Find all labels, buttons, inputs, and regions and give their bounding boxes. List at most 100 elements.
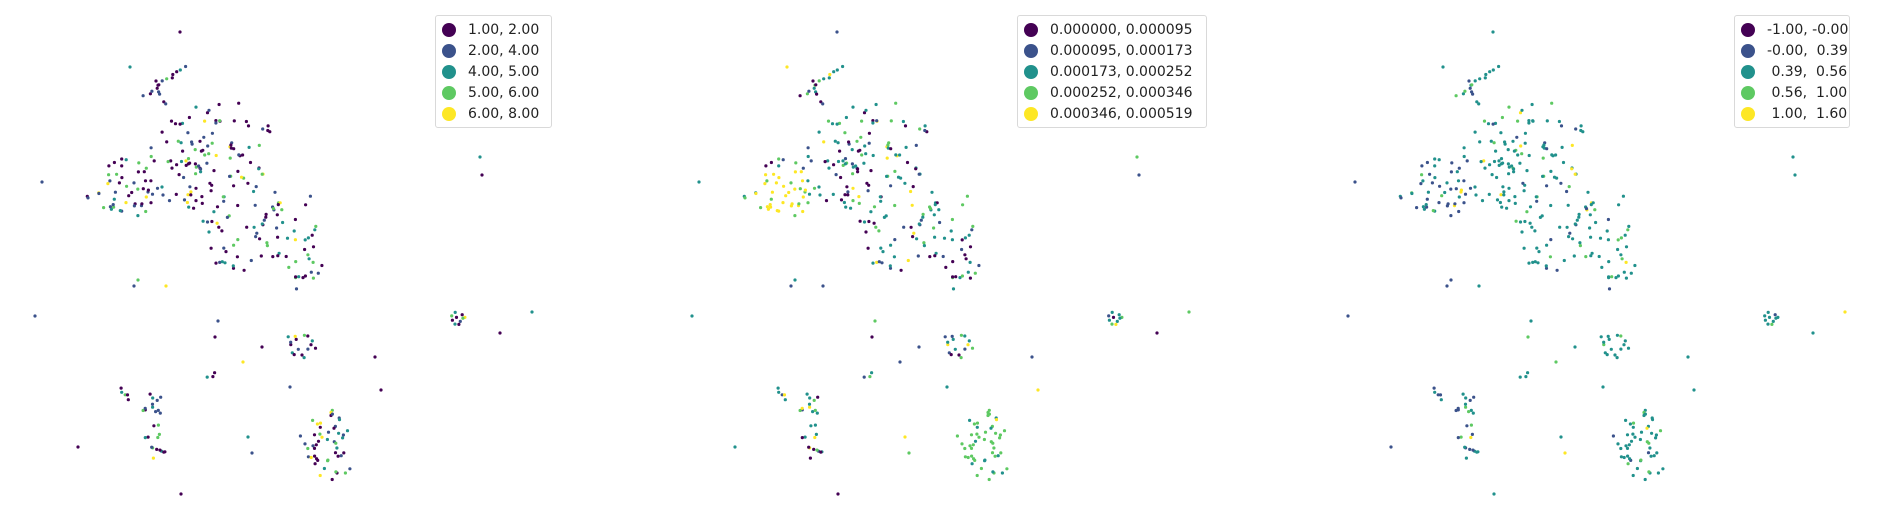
data-point [248,160,253,165]
data-point [311,245,316,249]
data-point [949,229,953,233]
data-point [851,172,855,176]
data-point [766,207,771,211]
data-point [963,334,967,338]
data-point [1477,284,1481,288]
data-point [1353,180,1357,184]
data-point [1501,185,1505,189]
data-point [1645,426,1649,430]
data-point [1477,102,1481,106]
data-point [960,442,964,446]
data-point [921,215,925,219]
data-point [161,193,165,197]
data-point [164,284,168,288]
data-point [311,444,315,448]
data-point [781,158,785,162]
data-point [1433,157,1437,161]
data-point [1535,246,1539,250]
data-point [1766,310,1770,314]
data-point [1471,411,1475,415]
data-point [813,423,818,427]
data-point [909,225,913,229]
data-point [454,315,459,319]
data-point [1530,225,1534,229]
data-point [968,260,972,264]
data-point [1449,187,1453,191]
data-point [862,161,866,165]
data-point [286,335,290,339]
data-point [1518,375,1522,379]
data-point [1515,135,1519,139]
data-point [1490,173,1494,177]
data-point [1454,94,1458,98]
data-point [967,339,971,343]
data-point [1559,435,1563,439]
data-point [832,163,836,167]
legend-label: 6.00, 8.00 [468,105,540,122]
data-point [170,166,174,170]
data-point [838,149,842,153]
data-point [107,164,111,168]
data-point [1495,175,1499,180]
data-point [1631,473,1635,478]
data-point [120,164,124,168]
data-point [896,175,901,179]
data-point [229,143,233,147]
legend-panel-3: -1.00, -0.00 -0.00, 0.39 0.39, 0.56 0.56… [1734,15,1850,128]
data-point [335,446,339,450]
data-point [777,390,781,394]
data-point [332,426,336,430]
data-point [815,92,819,96]
data-point [951,337,955,341]
data-point [1650,431,1654,435]
data-point [989,426,993,430]
data-point [1499,131,1503,135]
legend-entry: 2.00, 4.00 [442,40,545,61]
data-point [803,435,807,439]
data-point [247,145,251,149]
data-point [990,451,995,455]
data-point [1589,235,1593,239]
data-point [1606,217,1610,222]
data-point [1598,236,1603,240]
data-point [461,316,465,320]
data-point [1425,160,1429,165]
data-point [236,203,240,208]
data-point [806,201,810,205]
data-point [903,124,908,128]
data-point [1436,393,1440,397]
data-point [960,238,964,242]
data-point [903,435,907,439]
data-point [942,236,947,240]
data-point [975,421,980,425]
data-point [1478,140,1482,144]
data-point [903,181,907,185]
data-point [1471,448,1475,452]
data-point [769,205,773,209]
data-point [793,214,797,218]
data-point [1459,188,1463,192]
data-point [149,201,153,205]
data-point [337,418,342,422]
data-point [193,148,197,152]
data-point [872,205,877,209]
data-point [1475,100,1479,104]
data-point [907,451,911,455]
data-point [856,167,860,171]
data-point [871,153,875,158]
data-point [171,72,175,77]
data-point [275,226,279,230]
data-point [885,156,889,160]
data-point [1545,243,1549,247]
data-point [1421,179,1425,183]
data-point [777,164,781,168]
data-point [1619,253,1623,257]
data-point [450,318,454,322]
data-point [1621,194,1625,198]
data-point [271,207,276,211]
data-point [893,238,897,242]
data-point [1522,189,1526,193]
data-point [910,203,914,207]
data-point [1511,139,1515,143]
data-point [216,319,220,323]
